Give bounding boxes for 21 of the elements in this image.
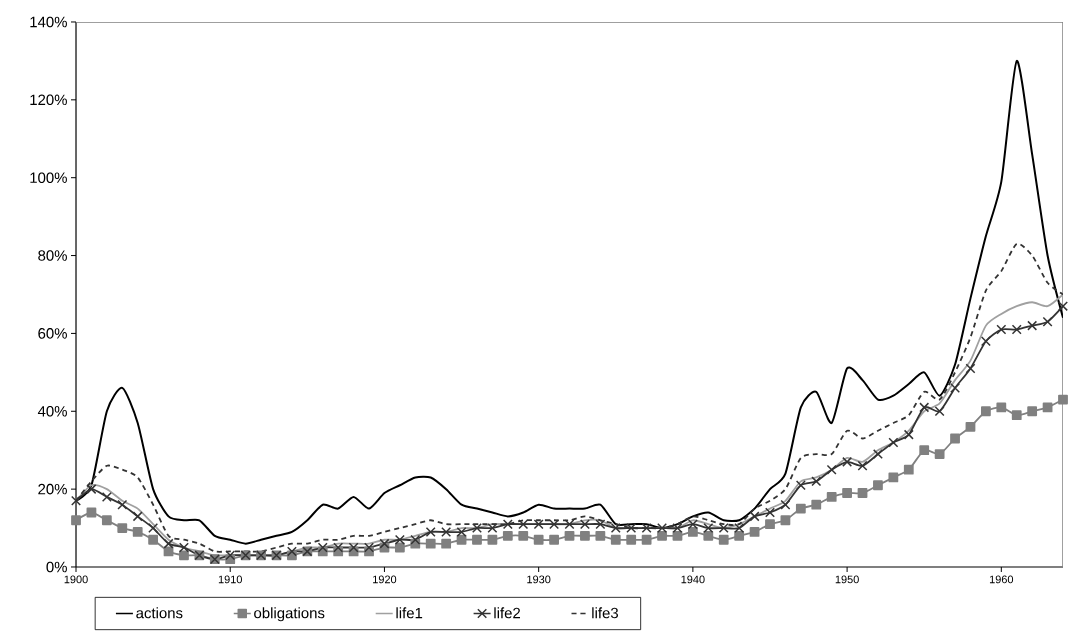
legend-label: obligations	[254, 607, 325, 622]
y-tick-label: 20%	[38, 483, 67, 495]
y-tick-label: 120%	[30, 94, 67, 106]
y-tick-label: 80%	[38, 250, 67, 261]
x-tick-label: 1960	[989, 575, 1014, 584]
x-tick-label: 1910	[218, 575, 242, 584]
legend-label: life2	[494, 607, 521, 619]
x-tick-label: 1900	[64, 575, 88, 584]
x-tick-label: 1950	[835, 575, 859, 584]
y-tick-label: 60%	[38, 328, 67, 339]
x-tick-label: 1940	[681, 575, 705, 584]
y-tick-label: 100%	[30, 172, 67, 183]
x-tick-label: 1930	[527, 575, 551, 584]
y-tick-label: 140%	[30, 16, 67, 28]
y-tick-label: 40%	[37, 405, 67, 417]
x-tick-label: 1920	[373, 575, 397, 584]
y-tick-label: 0%	[46, 561, 67, 573]
legend-label: life3	[592, 607, 619, 619]
legend-label: actions	[136, 607, 183, 619]
legend-label: life1	[396, 607, 423, 619]
line-series	[76, 59, 1063, 545]
